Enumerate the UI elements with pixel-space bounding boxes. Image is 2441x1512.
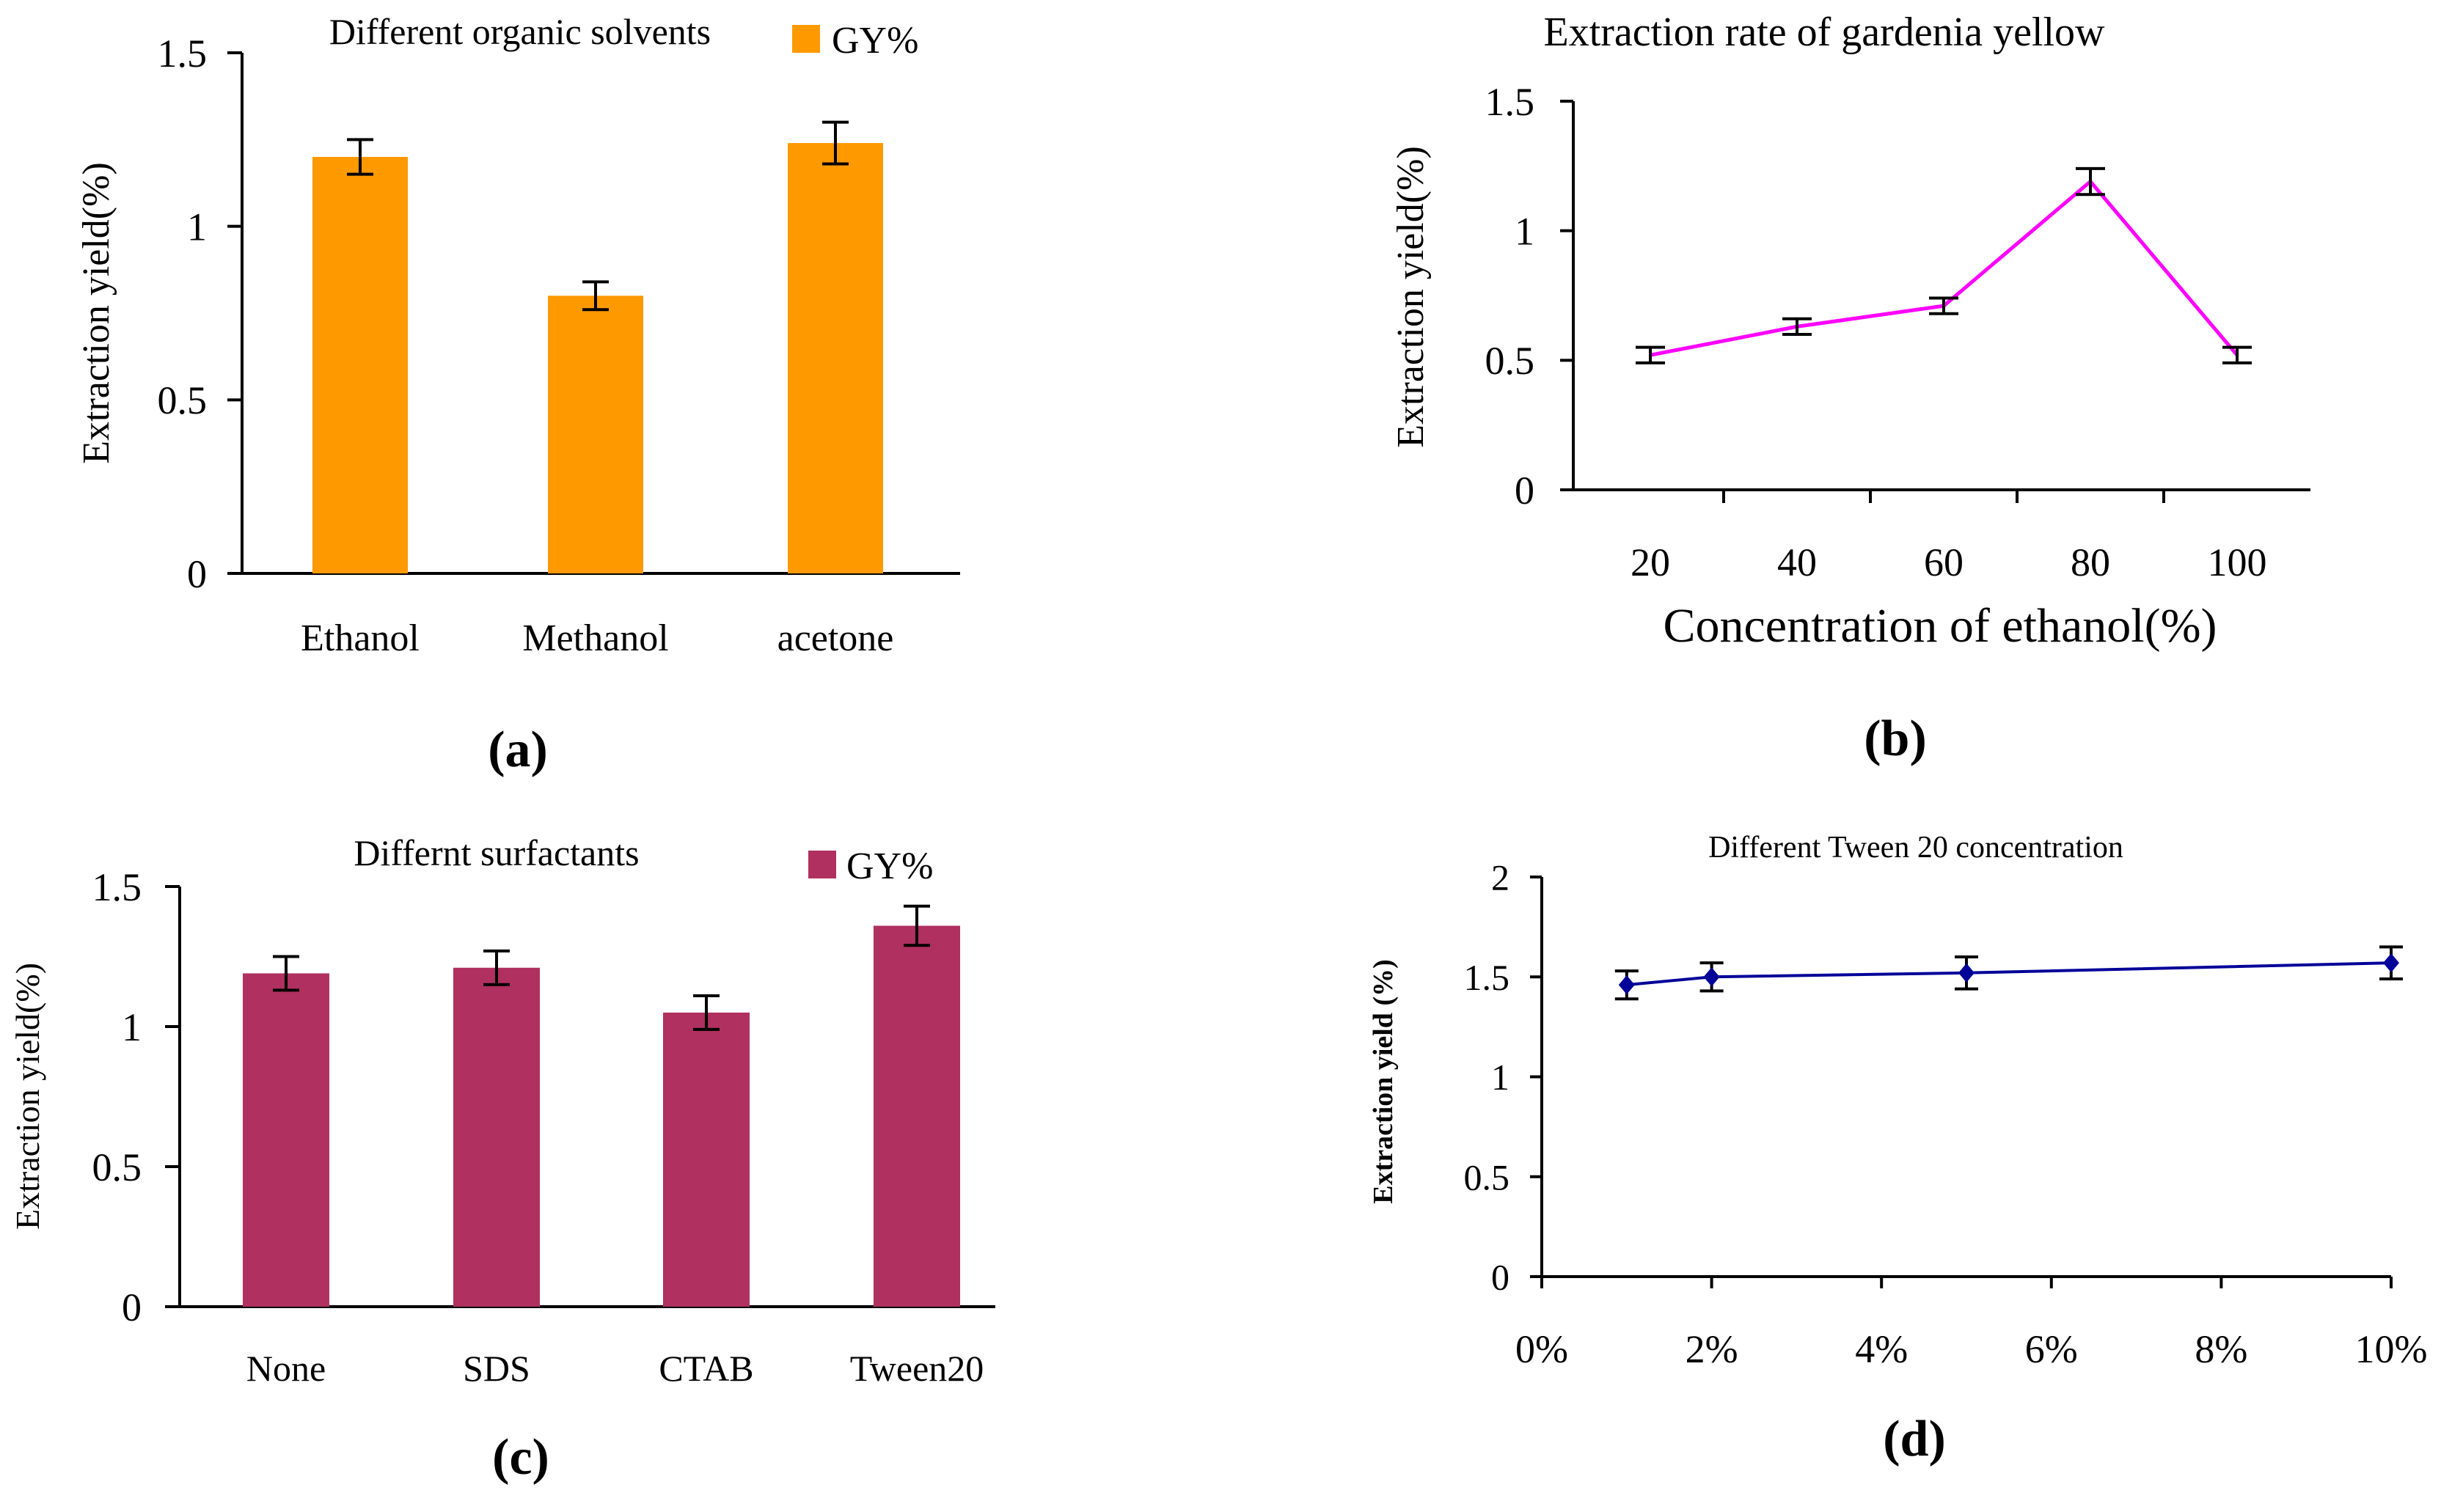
panel-d-ytick-label: 2	[1491, 857, 1509, 898]
panel-d-title: Different Tween 20 concentration	[1708, 831, 2123, 865]
panel-c-legend-swatch	[808, 851, 836, 878]
panel-c-legend-label: GY%	[846, 845, 933, 887]
panel-c-y-label: Extraction yield(%)	[9, 963, 46, 1230]
panel-b-series-line	[1650, 179, 2239, 357]
panel-b-xtick-label: 100	[2208, 540, 2267, 584]
panel-d-y-label: Extraction yield (%)	[1368, 959, 1399, 1204]
panel-a-ytick-label: 0.5	[158, 378, 208, 422]
panel-c-xtick-label: CTAB	[659, 1348, 753, 1389]
panel-d-data-point	[1618, 975, 1635, 995]
panel-a-xtick-label: acetone	[777, 617, 894, 659]
panel-d-ytick-label: 0	[1491, 1257, 1509, 1298]
panel-a-error-bar	[347, 138, 373, 176]
panel-b-ytick-label: 1	[1515, 210, 1534, 254]
panel-d-xtick-label: 2%	[1686, 1327, 1738, 1371]
panel-b-error-bar	[2222, 345, 2252, 364]
panel-a-label: (a)	[488, 722, 548, 778]
panel-c-ytick-label: 1.5	[92, 865, 142, 909]
panel-b-title: Extraction rate of gardenia yellow	[1544, 10, 2106, 55]
panel-a-error-bar	[582, 280, 609, 312]
panel-d-data-point	[1703, 967, 1720, 987]
panel-a-y-label: Extraction yield(%)	[76, 162, 117, 464]
panel-b-error-bar	[1782, 317, 1812, 336]
panel-c-error-bar	[483, 949, 510, 986]
panel-b-ytick-label: 0.5	[1485, 339, 1535, 383]
panel-d-data-point	[1958, 963, 1975, 983]
panel-c-title: Differnt surfactants	[354, 832, 639, 873]
panel-a-legend-label: GY%	[832, 20, 918, 62]
panel-b-xtick-label: 80	[2071, 540, 2110, 584]
panel-a-xtick-label: Ethanol	[301, 617, 420, 659]
panel-d-xtick-label: 10%	[2355, 1327, 2428, 1371]
panel-d-ytick-label: 0.5	[1464, 1156, 1510, 1197]
panel-b-x-label: Concentration of ethanol(%)	[1663, 599, 2217, 653]
panel-c-bar	[874, 925, 960, 1307]
panel-b-error-bar	[1636, 345, 1665, 364]
panel-a-bar	[788, 143, 883, 574]
panel-c-ytick-label: 1	[122, 1005, 142, 1049]
panel-c-bar	[663, 1012, 750, 1307]
panel-a-ytick-label: 1.5	[158, 32, 208, 76]
panel-c-bar	[453, 967, 540, 1307]
panel-a-legend-swatch	[792, 25, 820, 53]
panel-d-series-line	[1626, 961, 2392, 987]
panel-a-chart: Different organic solvents GY% Extractio…	[76, 11, 960, 778]
panel-d-ytick-label: 1.5	[1464, 957, 1510, 998]
panel-a-xtick-label: Methanol	[522, 617, 668, 659]
panel-a-ytick-label: 1	[187, 205, 207, 249]
panel-c-chart: Differnt surfactants GY% Extraction yiel…	[9, 832, 995, 1486]
panel-d-xtick-label: 4%	[1855, 1327, 1908, 1371]
panel-d-ytick-label: 1	[1491, 1057, 1509, 1098]
panel-b-ytick-label: 1.5	[1485, 80, 1535, 124]
panel-b-chart: Extraction rate of gardenia yellow Extra…	[1390, 10, 2310, 767]
panel-c-xtick-label: Tween20	[850, 1348, 984, 1389]
panel-b-xtick-label: 60	[1924, 540, 1964, 584]
panel-d-xtick-label: 0%	[1515, 1327, 1568, 1371]
panel-a-title: Different organic solvents	[329, 11, 711, 52]
panel-c-bar	[243, 973, 329, 1307]
panel-a-bar	[548, 296, 643, 573]
panel-c-xtick-label: SDS	[463, 1348, 530, 1389]
panel-b-xtick-label: 20	[1631, 540, 1670, 584]
panel-c-error-bar	[904, 904, 930, 947]
panel-b-label: (b)	[1864, 711, 1927, 767]
panel-b-xtick-label: 40	[1777, 540, 1817, 584]
panel-d-chart: Different Tween 20 concentration Extract…	[1368, 831, 2427, 1467]
panel-b-y-label: Extraction yield(%)	[1390, 146, 1432, 448]
panel-b-ytick-label: 0	[1515, 469, 1534, 513]
panel-c-ytick-label: 0.5	[92, 1145, 142, 1189]
panel-c-ytick-label: 0	[122, 1285, 142, 1329]
panel-c-xtick-label: None	[246, 1348, 326, 1389]
panel-c-error-bar	[693, 994, 720, 1031]
panel-a-bar	[312, 157, 408, 573]
panel-c-error-bar	[273, 955, 299, 992]
panel-d-xtick-label: 6%	[2025, 1327, 2078, 1371]
panel-a-error-bar	[822, 120, 849, 166]
panel-b-error-bar	[2076, 166, 2105, 197]
panel-c-label: (c)	[492, 1429, 549, 1486]
panel-d-xtick-label: 8%	[2195, 1327, 2247, 1371]
panel-d-data-point	[2383, 953, 2399, 973]
panel-a-ytick-label: 0	[187, 552, 207, 596]
panel-d-label: (d)	[1883, 1411, 1946, 1467]
panel-b-error-bar	[1929, 296, 1958, 315]
